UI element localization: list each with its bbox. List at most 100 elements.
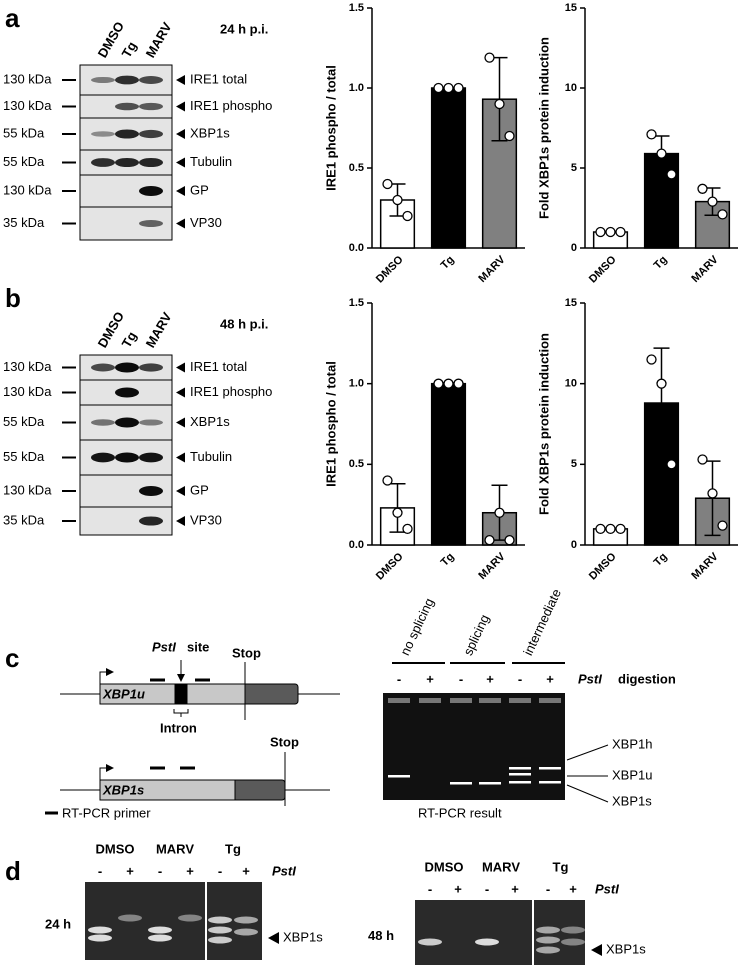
band-arrow [176, 486, 185, 496]
gel-band [208, 916, 232, 924]
band-arrow [176, 452, 185, 463]
panel-letter: b [5, 283, 21, 313]
x-tick-label: DMSO [374, 550, 406, 582]
blot-band [115, 75, 139, 85]
gel-band [208, 936, 232, 944]
y-tick-label: 5 [571, 458, 577, 470]
data-point [453, 378, 464, 389]
site-word: site [187, 639, 209, 654]
y-tick-label: 0 [571, 539, 577, 551]
lane-label: Tg [119, 39, 140, 60]
primer-legend: RT-PCR primer [62, 805, 151, 820]
blot-band [115, 102, 139, 111]
blot-band [139, 129, 163, 139]
gel-header: no splicing [397, 596, 437, 658]
group-label: DMSO [425, 859, 464, 874]
sign: + [569, 881, 577, 896]
y-tick-label: 10 [565, 82, 577, 94]
y-axis-label: Fold XBP1s protein induction [536, 333, 551, 515]
band-arrow [176, 362, 185, 373]
gel-well [479, 698, 501, 703]
group-label: DMSO [96, 841, 135, 856]
data-point [484, 535, 495, 546]
y-tick-label: 5 [571, 162, 577, 174]
blot-band [139, 220, 163, 227]
blot-band [91, 363, 115, 372]
y-tick-label: 1.0 [349, 378, 364, 390]
group-label: Tg [553, 859, 569, 874]
gel-band [88, 926, 112, 934]
band-arrow [591, 944, 602, 956]
band-label: IRE1 phospho [190, 384, 272, 399]
gel-band-label: XBP1h [612, 736, 652, 751]
x-tick-label: DMSO [374, 253, 406, 285]
sign: - [459, 671, 463, 686]
band-arrow [176, 186, 185, 196]
marker-label: 130 kDa [3, 359, 52, 374]
band-label: XBP1s [606, 941, 646, 956]
group-label: MARV [156, 841, 194, 856]
gel-band-label: XBP1u [612, 767, 652, 782]
data-point [717, 209, 728, 220]
marker-label: 55 kDa [3, 449, 45, 464]
data-point [494, 507, 505, 518]
sign: + [186, 863, 194, 878]
blot-band [139, 186, 163, 196]
gene-label: XBP1u [102, 686, 145, 701]
y-axis-label: IRE1 phospho / total [323, 65, 338, 191]
marker-label: 55 kDa [3, 154, 45, 169]
blot-strip [79, 506, 173, 536]
blot-band [139, 452, 163, 463]
panel-letter: a [5, 3, 20, 33]
x-tick-label: Tg [652, 254, 670, 272]
x-tick-label: DMSO [587, 253, 619, 285]
blot-band [91, 419, 115, 426]
data-point [392, 507, 403, 518]
stop-label: Stop [270, 734, 299, 749]
band-arrow [176, 157, 185, 168]
sign: - [218, 863, 222, 878]
gene-label: XBP1s [102, 782, 144, 797]
gel-band [479, 782, 501, 785]
y-tick-label: 0 [571, 242, 577, 254]
band-label: GP [190, 482, 209, 497]
group-label: Tg [225, 841, 241, 856]
data-point [382, 475, 393, 486]
data-point [717, 520, 728, 531]
gel [415, 900, 585, 965]
blot-band [91, 76, 115, 84]
gel-band [561, 926, 585, 934]
y-tick-label: 1.5 [349, 2, 364, 14]
sign: + [426, 671, 434, 686]
sign: + [242, 863, 250, 878]
band-arrow [176, 218, 185, 229]
sign: - [98, 863, 102, 878]
marker-label: 130 kDa [3, 98, 52, 113]
y-tick-label: 10 [565, 378, 577, 390]
y-tick-label: 0.0 [349, 539, 364, 551]
blot-band [91, 158, 115, 167]
timepoint: 48 h p.i. [220, 316, 268, 331]
gel-caption: RT-PCR result [418, 805, 502, 820]
band-label: IRE1 total [190, 359, 247, 374]
gel-well [419, 698, 441, 703]
gel-band [178, 914, 202, 922]
gel-band [536, 936, 560, 944]
blots [79, 64, 173, 536]
marker-label: 55 kDa [3, 414, 45, 429]
sign: + [486, 671, 494, 686]
y-tick-label: 0.5 [349, 162, 364, 174]
data-point [433, 378, 444, 389]
sign: + [546, 671, 554, 686]
y-tick-label: 0.0 [349, 242, 364, 254]
data-point [433, 82, 444, 94]
marker-label: 55 kDa [3, 125, 45, 140]
stop-label: Stop [232, 645, 261, 660]
data-point [605, 226, 616, 238]
data-point [382, 178, 393, 190]
band-arrow [176, 101, 185, 112]
gel-band [539, 781, 561, 784]
sign: + [126, 863, 134, 878]
data-point [666, 459, 677, 470]
